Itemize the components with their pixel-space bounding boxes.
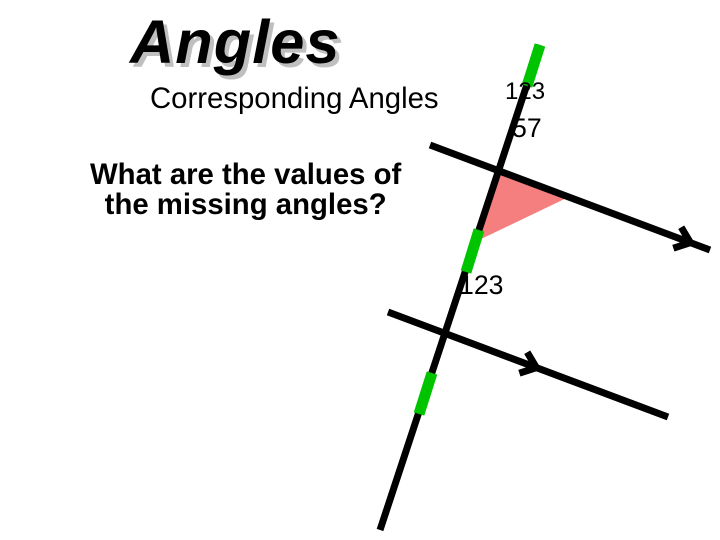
- green-segment-3: [419, 373, 432, 414]
- angle-label-123-mid: 123: [459, 270, 503, 301]
- angle-label-57: 57: [512, 113, 542, 144]
- parallel-line-2: [388, 312, 668, 417]
- angle-label-123-top: 123: [505, 78, 545, 106]
- slide: Angles Angles Corresponding Angles What …: [0, 0, 720, 540]
- angles-diagram: [0, 0, 720, 540]
- green-segment-2: [466, 230, 479, 272]
